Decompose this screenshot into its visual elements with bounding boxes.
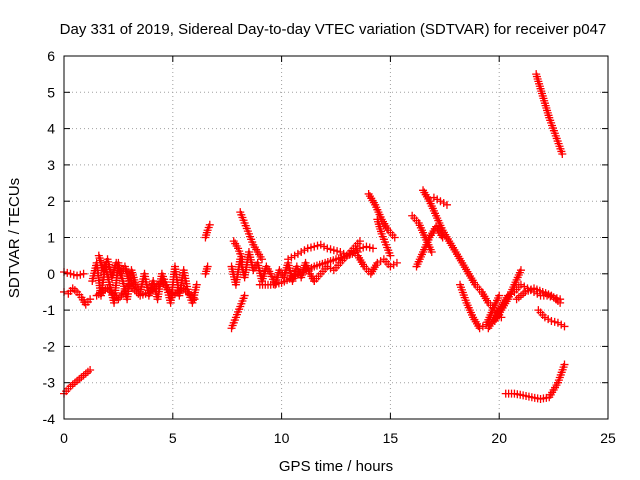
y-tick-label: 1: [47, 230, 55, 246]
data-point: [79, 269, 88, 278]
data-point: [390, 233, 399, 242]
data-point: [427, 248, 436, 257]
trace-marker: [152, 282, 161, 291]
data-point: [355, 237, 364, 246]
series-arc-o: [310, 237, 364, 286]
trace-marker: [110, 291, 119, 300]
chart-title: Day 331 of 2019, Sidereal Day-to-day VTE…: [60, 21, 607, 38]
y-tick-label: 4: [47, 121, 55, 137]
series-arc-i: [227, 291, 249, 333]
trace-marker: [186, 291, 195, 300]
data-point: [103, 284, 112, 293]
x-tick-label: 5: [169, 430, 177, 446]
trace-marker: [107, 287, 116, 296]
data-point: [205, 220, 214, 229]
data-point: [86, 295, 95, 304]
series-arc-h: [201, 262, 212, 278]
trace-marker: [148, 286, 157, 295]
trace-marker: [150, 284, 159, 293]
trace-marker: [108, 289, 117, 298]
series-arc-b: [60, 284, 95, 309]
gridlines: [64, 56, 608, 419]
trace-marker: [185, 289, 194, 298]
trace-marker: [128, 284, 137, 293]
x-tick-label: 15: [383, 430, 399, 446]
data-point: [129, 280, 138, 289]
series-arc-aa: [534, 306, 569, 331]
data-point: [560, 360, 569, 369]
trace-marker: [183, 287, 192, 296]
data-point: [238, 255, 247, 264]
data-point: [495, 291, 504, 300]
x-tick-label: 0: [60, 430, 68, 446]
y-tick-label: -2: [43, 338, 56, 354]
data-point: [516, 266, 525, 275]
data-point: [560, 322, 569, 331]
data-point: [392, 258, 401, 267]
data-point: [556, 298, 565, 307]
y-tick-label: 2: [47, 193, 55, 209]
series-arc-l: [236, 208, 267, 264]
data-point: [240, 291, 249, 300]
x-tick-label: 10: [274, 430, 290, 446]
trace-marker: [134, 289, 143, 298]
series-arc-f: [94, 251, 138, 289]
data-point: [558, 150, 567, 159]
data-point: [203, 262, 212, 271]
series-arc-t: [412, 222, 447, 271]
y-tick-label: 0: [47, 266, 55, 282]
series-arc-u: [419, 186, 506, 322]
y-tick-label: -1: [43, 302, 56, 318]
trace-marker: [181, 286, 190, 295]
trace-marker: [188, 293, 197, 302]
series-arc-z: [512, 284, 565, 307]
data-points: [60, 70, 569, 404]
data-point: [192, 280, 201, 289]
data-point: [442, 200, 451, 209]
plot-frame: [63, 55, 609, 420]
data-point: [368, 244, 377, 253]
data-point: [190, 295, 199, 304]
series-arc-a: [60, 365, 95, 398]
series-arc-k: [229, 237, 247, 264]
data-point: [258, 255, 267, 264]
series-arc-p: [353, 251, 401, 278]
y-tick-label: -3: [43, 375, 56, 391]
series-arc-ab: [501, 360, 569, 404]
data-point: [386, 251, 395, 260]
trace-marker: [130, 286, 139, 295]
series-arc-y: [490, 266, 525, 325]
series-arc-ac: [532, 70, 567, 159]
y-tick-label: 6: [47, 48, 55, 64]
y-axis-label: SDTVAR / TECUs: [6, 178, 23, 298]
trace-marker: [132, 287, 141, 296]
x-tick-label: 20: [491, 430, 507, 446]
data-point: [147, 287, 156, 296]
data-point: [86, 365, 95, 374]
series-arc-e: [92, 277, 199, 304]
axis-ticks: 0 5 10 15 20 25 -4 -3 -2 -1 0 1 2 3 4 5 6: [43, 48, 616, 446]
y-tick-label: 3: [47, 157, 55, 173]
trace-marker: [154, 280, 163, 289]
series-arc-r: [373, 215, 395, 260]
series-arc-g: [201, 220, 214, 242]
y-tick-label: 5: [47, 84, 55, 100]
x-axis-label: GPS time / hours: [279, 458, 393, 475]
series-arc-w: [456, 280, 504, 333]
trace-marker: [105, 286, 114, 295]
data-point: [179, 284, 188, 293]
series-arc-v: [429, 193, 451, 209]
y-tick-label: -4: [43, 411, 56, 427]
x-tick-label: 25: [600, 430, 616, 446]
